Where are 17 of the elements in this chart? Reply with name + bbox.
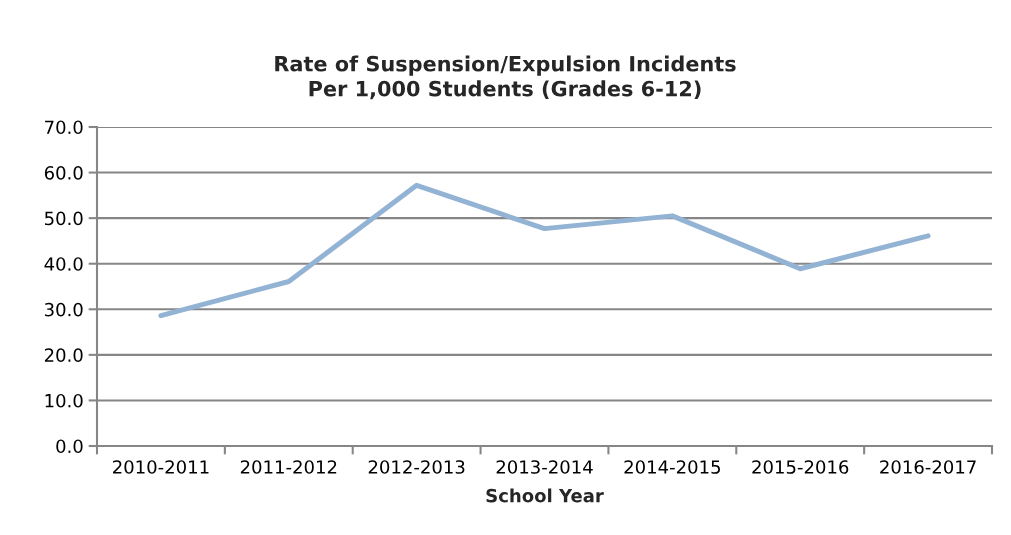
chart-title: Rate of Suspension/Expulsion Incidents Per 1,000 Students (Grades 6-12) (275, 55, 736, 100)
x-tick-label: 2016-2017 (880, 460, 976, 474)
x-tick-label: 2014-2015 (624, 460, 720, 474)
y-tick-label: 0.0 (56, 439, 83, 454)
y-tick-label: 40.0 (44, 257, 83, 271)
y-tick-label: 60.0 (44, 166, 83, 180)
x-tick-label: 2010-2011 (113, 460, 209, 474)
y-tick-label: 20.0 (44, 348, 83, 362)
x-tick-label: 2013-2014 (496, 460, 593, 474)
x-tick-label: 2015-2016 (752, 460, 849, 474)
x-tick-label: 2012-2013 (368, 460, 465, 474)
x-tick-label: 2011-2012 (240, 460, 337, 474)
y-tick-label: 30.0 (44, 302, 83, 317)
y-tick-label: 70.0 (45, 120, 83, 135)
y-tick-label: 10.0 (45, 393, 83, 408)
y-tick-label: 50.0 (45, 211, 83, 226)
x-axis-title: School Year (486, 488, 604, 503)
